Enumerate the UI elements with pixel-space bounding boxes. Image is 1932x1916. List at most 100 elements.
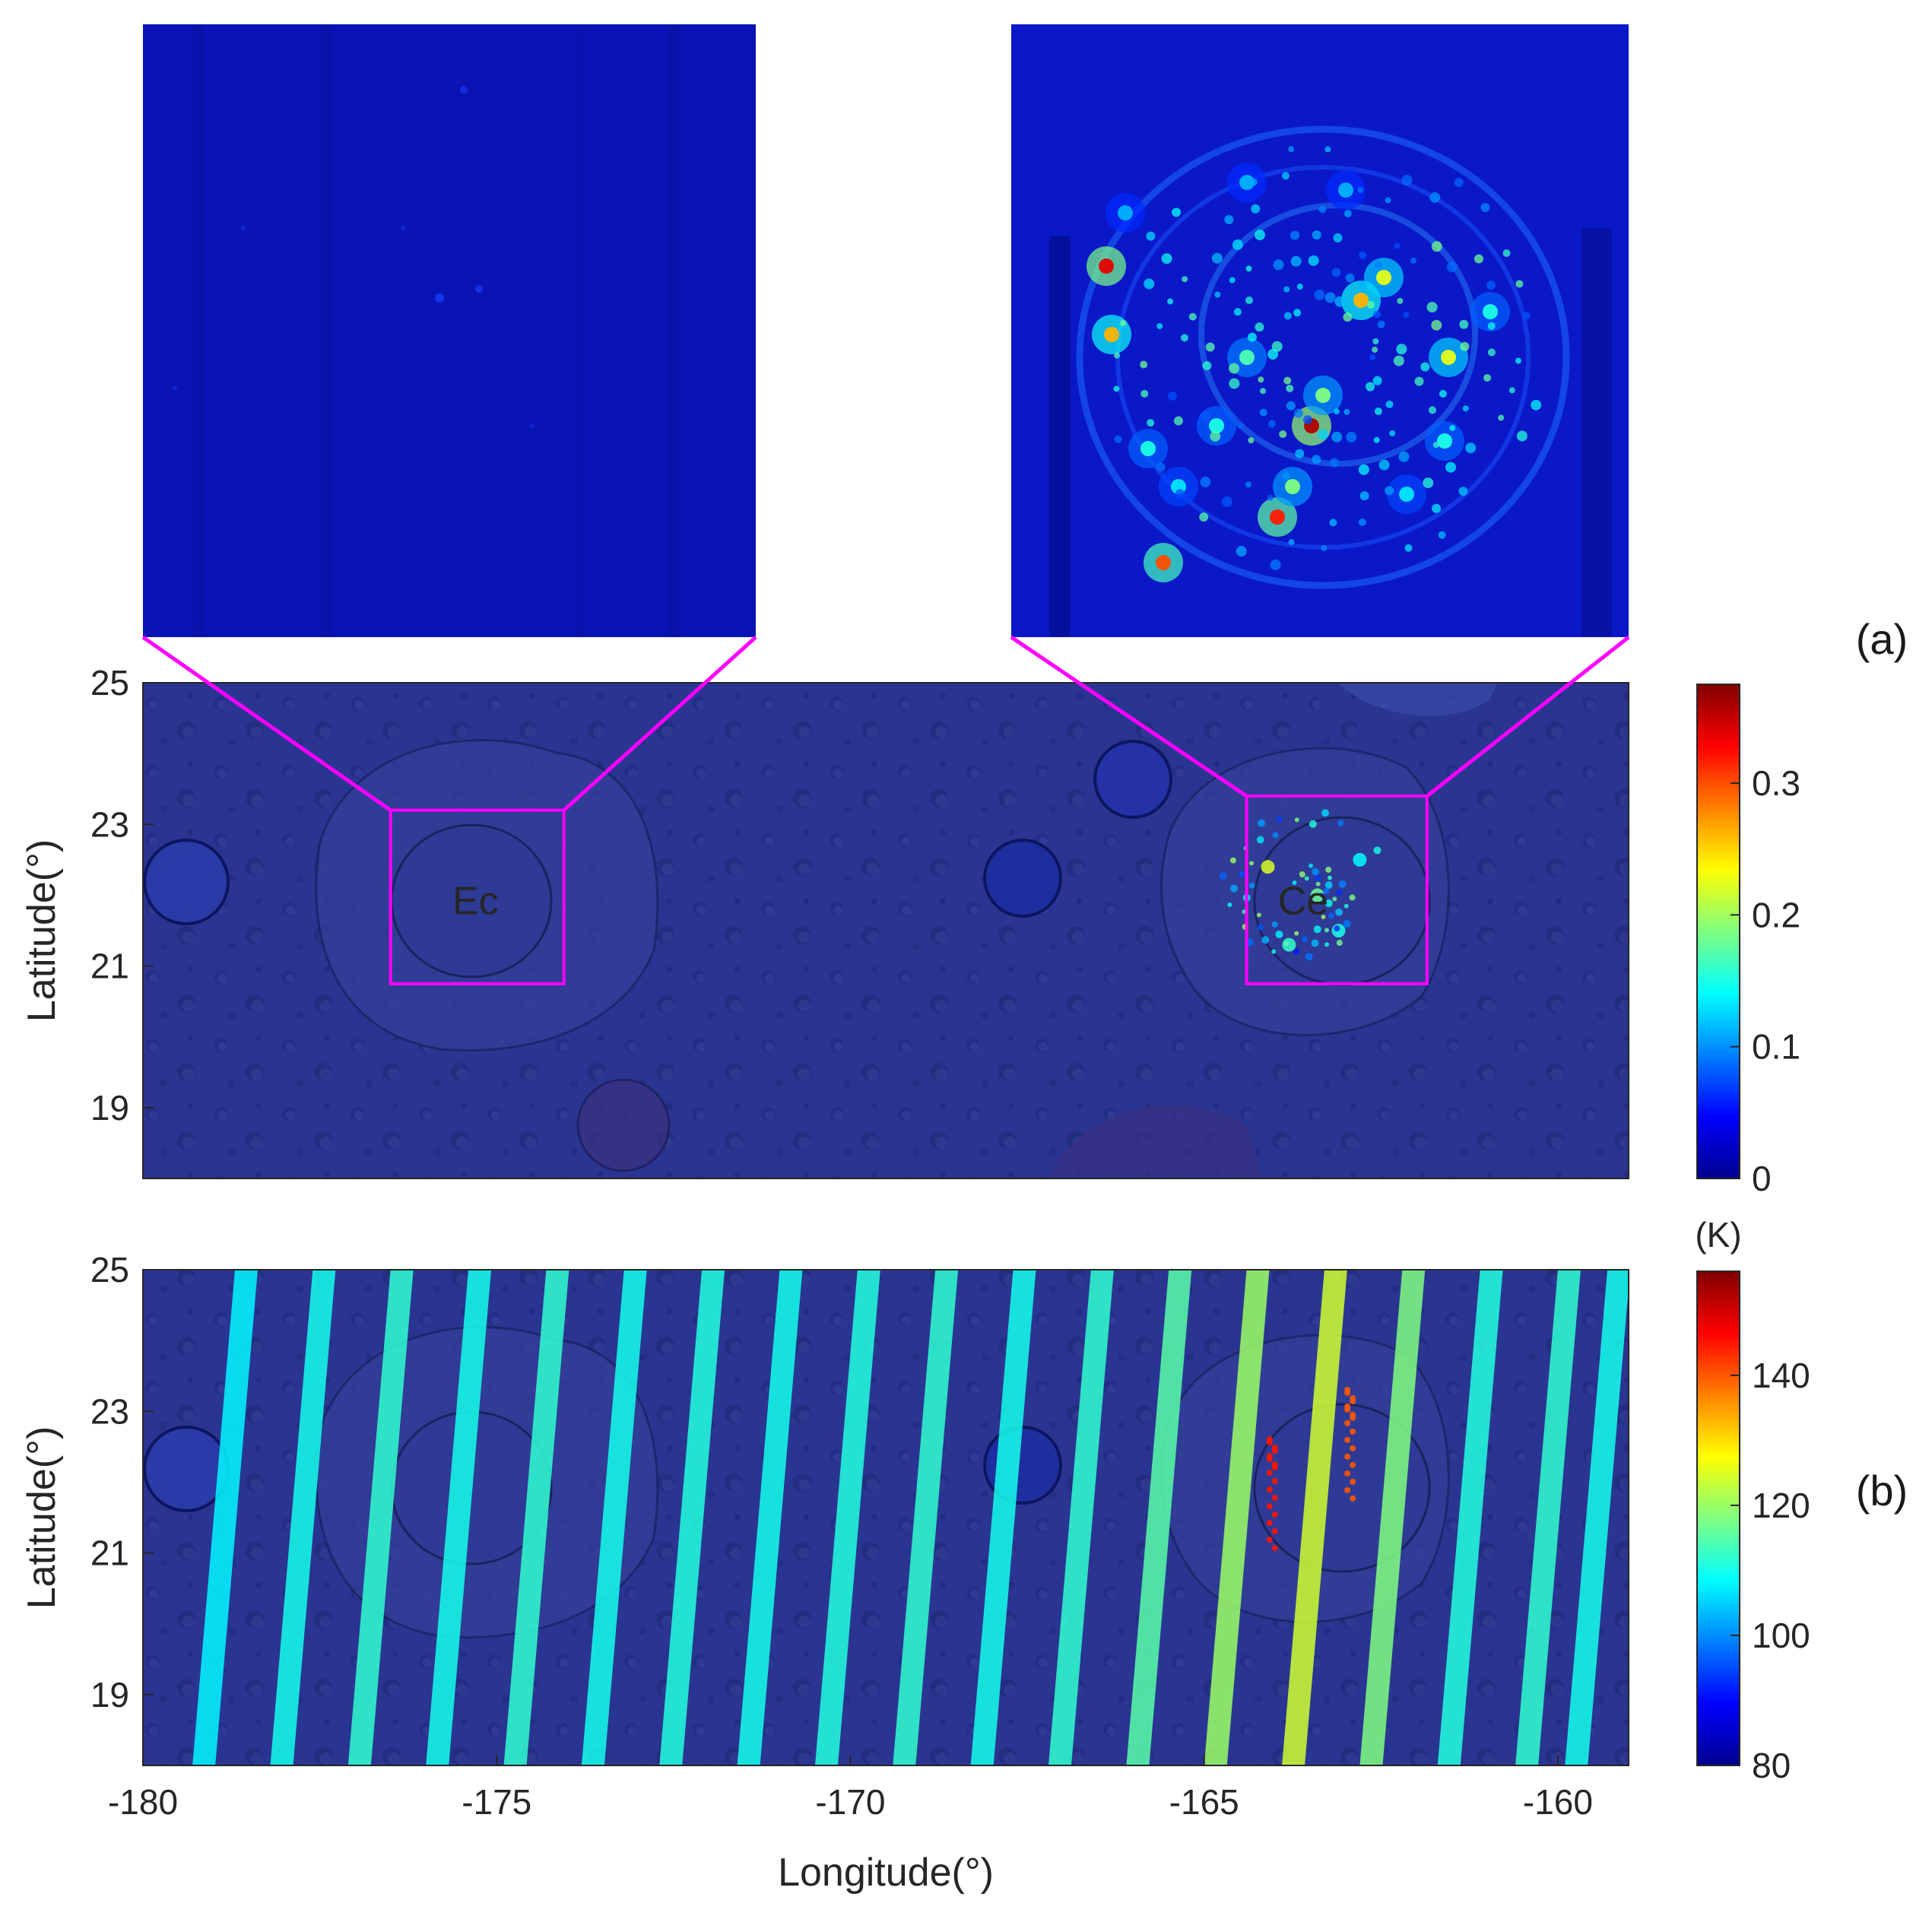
inset-speckle	[1214, 291, 1221, 298]
inset-hotspot-core-12	[1209, 418, 1224, 433]
inset-speckle	[1502, 249, 1511, 258]
panel-a-ylabel: Latitude(°)	[20, 839, 64, 1022]
inset-speckle	[1167, 298, 1174, 305]
hotspot-b-2	[1344, 1470, 1351, 1477]
swath-7	[659, 1270, 725, 1765]
inset-speckle	[1271, 341, 1283, 352]
inset-hotspot-core-17	[1399, 487, 1414, 502]
inset-speckle	[1385, 400, 1394, 408]
ytick-label: 19	[90, 1088, 129, 1128]
inset-speckle	[1255, 322, 1264, 332]
inset-speckle	[1211, 252, 1223, 264]
zoom-box-2	[1245, 795, 1429, 985]
inset-speckle	[1224, 214, 1234, 224]
hotspot-b-2	[1350, 1495, 1356, 1502]
colorbar-tick-label: 0.3	[1752, 763, 1800, 803]
inset-speckle	[1366, 382, 1375, 392]
hotspot-b-1	[1266, 1503, 1273, 1510]
xtick-label: -165	[1169, 1782, 1239, 1822]
hotspot-b-2	[1344, 1420, 1351, 1426]
colorbar-a: 0 0.1 0.2 0.3	[1696, 684, 1800, 1198]
inset-speckle	[1236, 546, 1247, 557]
hotspot-a-speckle	[1327, 875, 1332, 880]
swath-3	[347, 1270, 414, 1765]
inset-speckle	[1423, 477, 1434, 489]
inset-speckle	[1182, 276, 1188, 283]
hotspot-a-speckle	[1312, 868, 1320, 876]
inset-speckle	[1114, 435, 1122, 443]
hotspot-b-1	[1266, 1537, 1273, 1543]
inset-speckle	[1449, 424, 1456, 431]
hotspot-a-speckle	[1284, 941, 1290, 947]
zoom-connector-left-2	[1010, 635, 1248, 798]
zoom-connector-right-2	[1426, 636, 1630, 798]
hotspot-b-2	[1344, 1389, 1351, 1396]
inset-speckle	[1357, 281, 1367, 290]
inset-speckle	[1175, 489, 1185, 499]
panel-b	[142, 1269, 1629, 1766]
inset-speckle	[1259, 408, 1267, 417]
inset-speckle	[1345, 273, 1355, 283]
inset-speckle	[1522, 312, 1531, 320]
hotspot-a-speckle	[1309, 863, 1314, 868]
inset-speckle	[1290, 255, 1302, 267]
hotspot-b-1	[1266, 1470, 1273, 1477]
inset-speckle	[1296, 284, 1303, 290]
inset-hotspot-core-9	[1315, 388, 1331, 403]
swath-5	[503, 1270, 569, 1765]
inset-speckle	[1531, 399, 1542, 411]
colorbar-tick-label: 140	[1752, 1356, 1810, 1395]
inset-speckle	[1140, 389, 1149, 398]
inset-hotspot-core-19	[1239, 175, 1255, 190]
inset-speckle	[1282, 172, 1290, 180]
crater-label-ce: Ce	[1278, 879, 1328, 923]
hotspot-a-speckle	[1256, 912, 1261, 918]
inset-speckle	[1270, 559, 1281, 570]
hotspot-a-speckle	[1293, 948, 1300, 955]
inset-speckle	[1236, 422, 1243, 429]
hotspot-a-speckle	[1304, 876, 1309, 881]
hotspot-a-speckle	[1256, 836, 1264, 844]
inset-speckle	[1358, 464, 1369, 475]
inset-hotspot-core-10	[1285, 479, 1300, 494]
inset-speckle	[1432, 503, 1442, 513]
inset-speckle	[1385, 197, 1391, 204]
inset-speckle	[1331, 431, 1343, 443]
inset-speckle	[1308, 255, 1319, 266]
hotspot-a-speckle	[1373, 846, 1382, 855]
inset-speckle	[1378, 459, 1390, 471]
hotspot-a-speckle	[1227, 902, 1232, 908]
inset-speckle	[1288, 539, 1295, 546]
hotspot-b-2	[1344, 1436, 1351, 1443]
panel-label-b: (b)	[1856, 1467, 1908, 1515]
hotspot-a-speckle	[1336, 940, 1343, 947]
inset-speckle	[1334, 296, 1346, 307]
inset-speckle	[1314, 289, 1325, 300]
inset-speckle	[1397, 297, 1404, 304]
hotspot-a-speckle	[1229, 857, 1236, 864]
inset-hotspot-core-1	[1099, 259, 1114, 274]
hotspot-b-1	[1266, 1456, 1273, 1463]
inset-speckle	[1233, 308, 1242, 316]
inset-speckle	[1369, 354, 1375, 360]
hotspot-a-speckle	[1325, 866, 1332, 873]
inset-speckle	[1140, 360, 1148, 369]
hotspot-a-speckle	[1349, 894, 1356, 901]
inset-speckle	[1147, 419, 1155, 427]
colorbar-tick-label: 0.1	[1752, 1027, 1800, 1067]
inset-speckle	[1312, 230, 1321, 240]
hotspot-a-speckle	[1321, 809, 1329, 817]
inset-speckle	[1293, 408, 1303, 418]
panel-a-hotspots	[1219, 809, 1382, 961]
hotspot-a-speckle	[1334, 925, 1340, 932]
hotspot-a-speckle	[1276, 816, 1283, 823]
swath-13	[1126, 1270, 1192, 1765]
inset-speckle	[1329, 458, 1339, 468]
hotspot-b-2	[1350, 1428, 1356, 1435]
hotspot-a-speckle	[1323, 887, 1330, 894]
hotspot-a-speckle	[1315, 874, 1321, 881]
hotspot-a-speckle	[1271, 949, 1277, 954]
panel-b-axes: 19 21 23 25 -180 -175 -170 -165 -160	[90, 1250, 1593, 1822]
hotspot-a-speckle	[1309, 820, 1317, 828]
hotspot-a-speckle	[1335, 908, 1344, 916]
